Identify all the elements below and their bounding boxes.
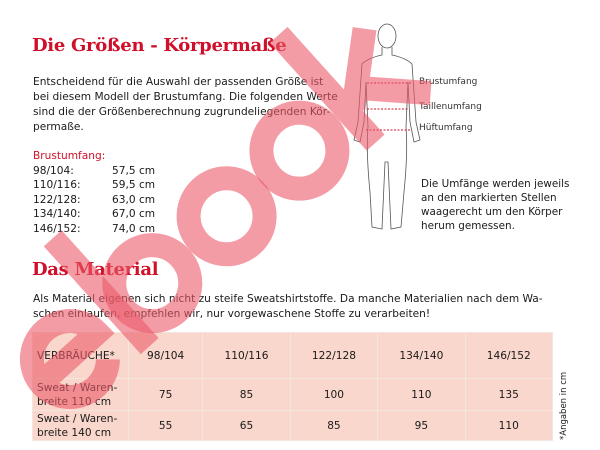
table-cell: 65 — [202, 410, 291, 441]
row-label-line: Sweat / Waren- — [37, 381, 118, 394]
size-row: 98/104: 57,5 cm — [33, 164, 155, 178]
size-row: 146/152: 74,0 cm — [33, 222, 155, 236]
header-cell: 134/140 — [377, 332, 466, 379]
row-label-line: breite 140 cm — [37, 426, 112, 439]
intro-line: sind die der Größenberechnung zugrundeli… — [33, 106, 331, 118]
intro-line: Entscheidend für die Auswahl der passend… — [33, 76, 324, 88]
size: 122/128: — [33, 193, 81, 206]
header-cell: 98/104 — [127, 332, 204, 379]
row-label: Sweat / Waren-breite 110 cm — [32, 378, 129, 411]
caption-line: Die Umfänge werden jeweils — [421, 178, 570, 190]
size-row: 134/140: 67,0 cm — [33, 207, 155, 221]
caption-line: waagerecht um den Körper — [421, 206, 563, 218]
size: 146/152: — [33, 222, 81, 235]
hip-measure-label: Hüftumfang — [419, 123, 473, 133]
value: 74,0 cm — [112, 222, 156, 235]
units-note: *Angaben in cm — [559, 371, 569, 440]
header-cell: 122/128 — [289, 332, 379, 379]
value: 63,0 cm — [112, 193, 156, 206]
table-cell: 110 — [464, 410, 554, 441]
table-cell: 110 — [377, 378, 466, 411]
value: 59,5 cm — [112, 179, 156, 192]
table-cell: 100 — [289, 378, 379, 411]
body-figure-illustration — [353, 23, 421, 230]
header-cell: 110/116 — [202, 332, 291, 379]
size: 134/140: — [33, 208, 81, 221]
material-title: Das Material — [32, 259, 159, 280]
chest-label: Brustumfang: — [33, 150, 106, 162]
size-row: 122/128: 63,0 cm — [33, 193, 155, 207]
watermark-letter-o — [176, 166, 277, 267]
material-line: schen einlaufen, empfehlen wir, nur vorg… — [33, 308, 431, 320]
table-cell: 85 — [202, 378, 291, 411]
table-row: Sweat / Waren-breite 110 cm 75 85 100 11… — [32, 378, 554, 411]
caption-line: herum gemessen. — [421, 220, 515, 232]
row-label-line: breite 110 cm — [37, 395, 112, 408]
chest-measure-label: Brustumfang — [419, 77, 478, 87]
size-row: 110/116: 59,5 cm — [33, 178, 155, 192]
row-label-line: Sweat / Waren- — [37, 412, 118, 425]
value: 67,0 cm — [112, 208, 156, 221]
sizes-intro: Entscheidend für die Auswahl der passend… — [33, 75, 338, 135]
size: 110/116: — [33, 179, 81, 192]
table-header-row: VERBRÄUCHE* 98/104 110/116 122/128 134/1… — [32, 332, 554, 379]
table-cell: 75 — [127, 378, 204, 411]
figure-caption: Die Umfänge werden jeweils an den markie… — [421, 177, 569, 233]
intro-line: bei diesem Modell der Brustumfang. Die f… — [33, 91, 338, 103]
table-cell: 55 — [127, 410, 204, 441]
waist-measure-label: Taillenumfang — [419, 102, 482, 112]
caption-line: an den markierten Stellen — [421, 192, 557, 204]
value: 57,5 cm — [112, 165, 156, 177]
table-cell: 95 — [377, 410, 466, 441]
table-cell: 135 — [464, 378, 554, 411]
header-cell: VERBRÄUCHE* — [32, 332, 129, 379]
size-list: 98/104: 57,5 cm 110/116: 59,5 cm 122/128: 6… — [33, 164, 155, 236]
intro-line: permaße. — [33, 121, 84, 133]
material-line: Als Material eigenen sich nicht zu steif… — [33, 293, 543, 305]
fabric-consumption-table: VERBRÄUCHE* 98/104 110/116 122/128 134/1… — [32, 332, 554, 441]
row-label: Sweat / Waren-breite 140 cm — [32, 410, 129, 441]
header-cell: 146/152 — [464, 332, 554, 379]
table-cell: 85 — [289, 410, 379, 441]
sizes-title: Die Größen - Körpermaße — [32, 35, 287, 56]
material-text: Als Material eigenen sich nicht zu steif… — [33, 292, 543, 322]
size: 98/104: — [33, 165, 74, 177]
table-row: Sweat / Waren-breite 140 cm 55 65 85 95 … — [32, 410, 554, 441]
